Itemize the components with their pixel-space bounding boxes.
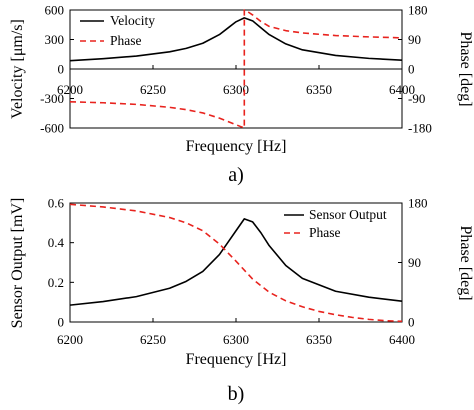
panel-b: 6200 6250 6300 6350 6400 0.6 0.4 0.2 0 180 90 0 F… (9, 196, 474, 406)
panel-a-left-y-axis-label: Velocity [μm/s] (9, 19, 26, 119)
panel-a-left-y-tick-label: 0 (58, 62, 65, 77)
panel-a-series-phase-line (69, 9, 403, 129)
panel-a-right-y-tick-label: 0 (408, 62, 415, 77)
panel-b-caption: b) (228, 383, 245, 405)
panel-a-x-tick-label: 6250 (140, 82, 166, 97)
panel-a-right-y-axis-label: Phase [deg] (457, 31, 474, 106)
panel-a-x-tick-label: 6200 (57, 82, 83, 97)
panel-b-left-y-tick-label: 0.2 (48, 275, 64, 290)
panel-a-left-y-tick-label: 300 (45, 32, 65, 47)
panel-a-legend: Velocity Phase (80, 13, 155, 48)
panel-a-x-axis-label: Frequency [Hz] (186, 138, 287, 155)
panel-a-x-tick-label: 6400 (389, 82, 415, 97)
panel-b-x-tick-label: 6300 (223, 332, 249, 347)
panel-a-right-y-ticks: 180 90 0 -90 -180 (398, 3, 432, 136)
panel-b-series-sensor-output-line (69, 218, 403, 306)
panel-a: 6200 6250 6300 6350 6400 600 300 0 -300 -600 180… (9, 3, 474, 187)
panel-a-legend-label-velocity: Velocity (110, 13, 155, 28)
panel-b-legend-label-phase: Phase (309, 225, 341, 240)
panel-b-legend: Sensor Output Phase (284, 207, 387, 240)
panel-a-caption: a) (228, 164, 244, 186)
panel-a-x-tick-label: 6300 (223, 82, 249, 97)
panel-b-right-y-tick-label: 90 (408, 255, 421, 270)
panel-a-left-y-ticks: 600 300 0 -300 -600 (40, 3, 74, 136)
panel-a-right-y-tick-label: -90 (408, 91, 425, 106)
panel-a-left-y-tick-label: -600 (40, 121, 64, 136)
panel-a-right-y-tick-label: 180 (408, 3, 428, 18)
panel-a-series (69, 9, 403, 129)
panel-b-right-y-tick-label: 0 (408, 315, 415, 330)
panel-a-legend-label-phase: Phase (110, 33, 142, 48)
panel-a-left-y-tick-label: 600 (45, 3, 65, 18)
panel-a-right-y-tick-label: 90 (408, 32, 421, 47)
panel-b-left-y-axis-label: Sensor Output [mV] (9, 198, 26, 329)
panel-b-series (69, 203, 403, 323)
panel-b-x-axis-label: Frequency [Hz] (186, 351, 287, 368)
panel-b-x-tick-label: 6250 (140, 332, 166, 347)
panel-b-series-phase-line (69, 203, 403, 323)
panel-b-left-y-tick-label: 0.6 (48, 196, 65, 211)
panel-b-legend-label-sensor-output: Sensor Output (309, 207, 387, 222)
panel-b-left-y-tick-label: 0.4 (48, 235, 65, 250)
panel-a-x-tick-label: 6350 (306, 82, 332, 97)
panel-a-left-y-tick-label: -300 (40, 91, 64, 106)
panel-b-x-ticks: 6200 6250 6300 6350 6400 (57, 318, 415, 347)
panel-b-left-y-ticks: 0.6 0.4 0.2 0 (48, 196, 74, 330)
panel-b-right-y-axis-label: Phase [deg] (457, 225, 474, 300)
panel-b-x-tick-label: 6350 (306, 332, 332, 347)
panel-b-left-y-tick-label: 0 (58, 315, 65, 330)
panel-a-series-velocity-line (69, 17, 403, 62)
panel-b-x-tick-label: 6400 (389, 332, 415, 347)
panel-a-right-y-tick-label: -180 (408, 121, 432, 136)
panel-b-right-y-ticks: 180 90 0 (398, 196, 428, 330)
panel-b-x-tick-label: 6200 (57, 332, 83, 347)
panel-b-right-y-tick-label: 180 (408, 196, 428, 211)
panel-a-x-ticks: 6200 6250 6300 6350 6400 (57, 65, 415, 97)
